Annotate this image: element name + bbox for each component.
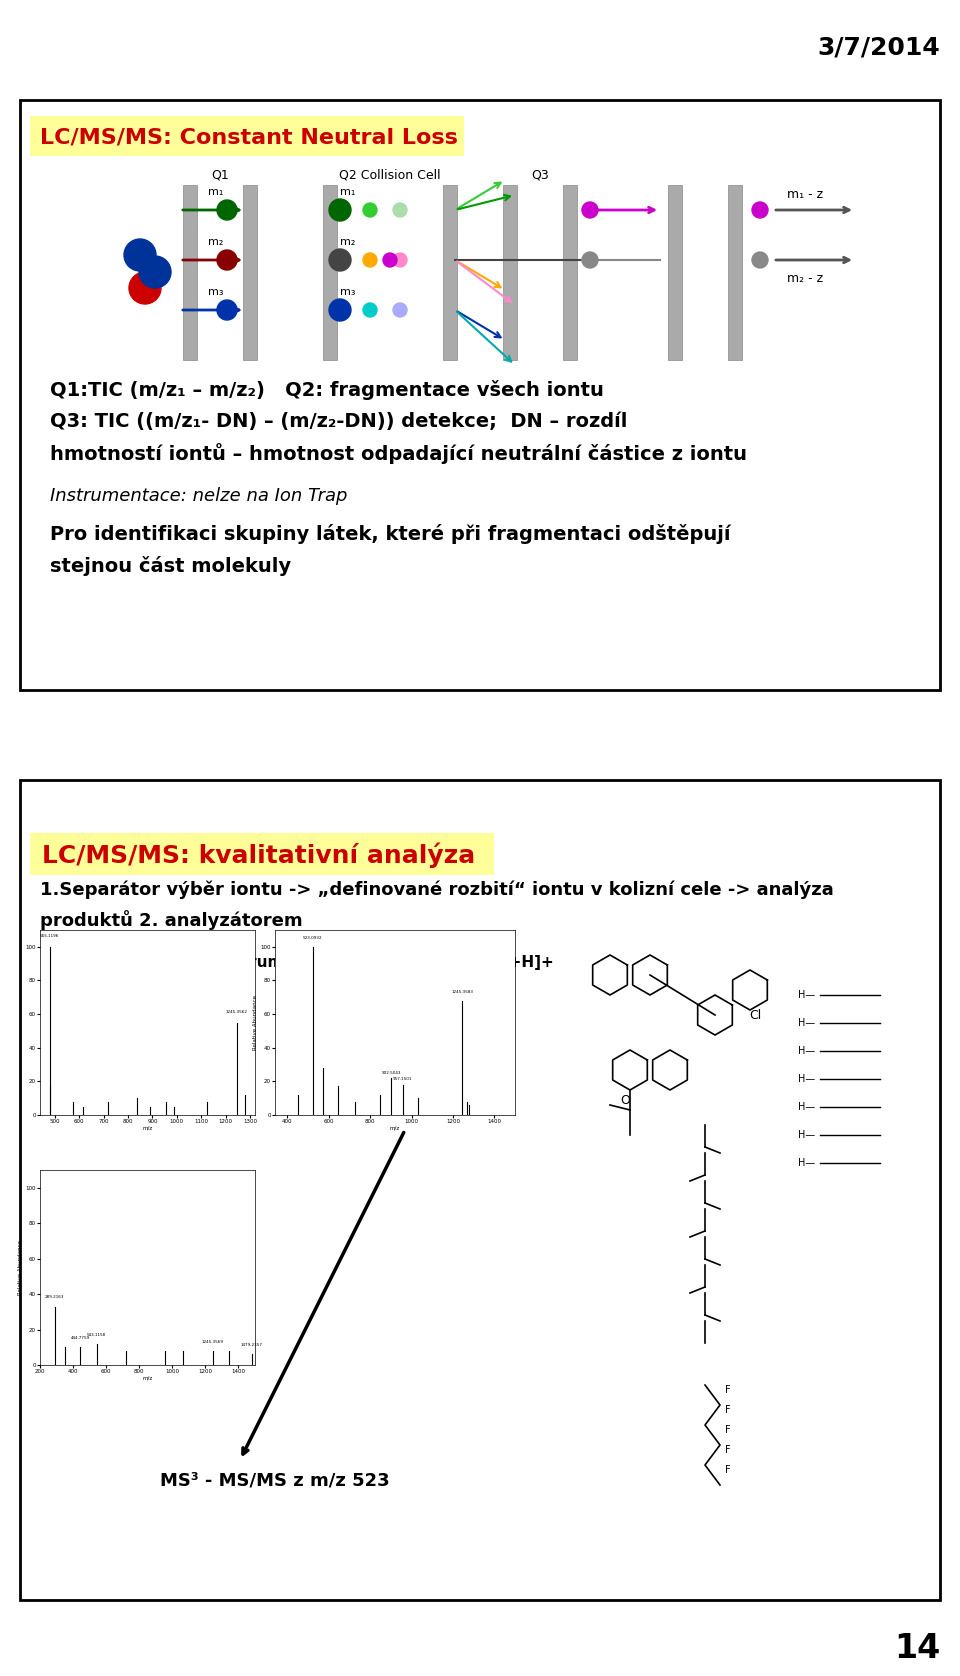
FancyBboxPatch shape xyxy=(20,779,940,1601)
Text: Q3: Q3 xyxy=(531,169,549,181)
FancyBboxPatch shape xyxy=(323,184,337,360)
Circle shape xyxy=(752,203,768,218)
Y-axis label: Relative Abundance: Relative Abundance xyxy=(17,1240,22,1296)
Text: Cl: Cl xyxy=(749,1009,761,1021)
Text: 444.7759: 444.7759 xyxy=(71,1336,90,1341)
FancyBboxPatch shape xyxy=(30,833,494,875)
Text: Q2 Collision Cell: Q2 Collision Cell xyxy=(339,169,441,181)
Circle shape xyxy=(329,199,351,221)
Y-axis label: Relative Abundance: Relative Abundance xyxy=(252,996,257,1049)
Circle shape xyxy=(363,303,377,317)
Text: Q1:TIC (m/z₁ – m/z₂)   Q2: fragmentace všech iontu: Q1:TIC (m/z₁ – m/z₂) Q2: fragmentace vše… xyxy=(50,380,604,401)
FancyBboxPatch shape xyxy=(243,184,257,360)
Text: SV2141_2#19 RT: 2.70 AV: 1 NL: 1.75E8: SV2141_2#19 RT: 2.70 AV: 1 NL: 1.75E8 xyxy=(40,935,150,940)
X-axis label: m/z: m/z xyxy=(142,1126,153,1131)
Text: produktů 2. analyzátorem: produktů 2. analyzátorem xyxy=(40,910,302,930)
Text: F: F xyxy=(725,1404,731,1415)
Text: APCI ms MS spektrum: APCI ms MS spektrum xyxy=(95,955,283,969)
Circle shape xyxy=(217,250,237,270)
Text: m₁ - z: m₁ - z xyxy=(787,188,823,201)
Text: 1479.2357: 1479.2357 xyxy=(241,1342,263,1348)
Circle shape xyxy=(129,272,161,303)
Text: 957.1501: 957.1501 xyxy=(393,1078,413,1081)
Circle shape xyxy=(363,203,377,216)
Circle shape xyxy=(124,240,156,272)
Text: H—: H— xyxy=(798,1158,815,1168)
Text: F: F xyxy=(725,1445,731,1455)
FancyBboxPatch shape xyxy=(668,184,682,360)
Text: [M+H]+: [M+H]+ xyxy=(70,1011,150,1029)
Text: m₂ - z: m₂ - z xyxy=(787,272,823,285)
Text: F: F xyxy=(725,1384,731,1394)
Text: SV2141_2#447 RT: 8.42 AV: 1 NL: 4.41E4: SV2141_2#447 RT: 8.42 AV: 1 NL: 4.41E4 xyxy=(40,1175,154,1182)
Text: m₃: m₃ xyxy=(208,287,224,297)
Text: F: F xyxy=(725,1465,731,1475)
Circle shape xyxy=(383,253,397,266)
Circle shape xyxy=(393,203,407,216)
Text: m₂: m₂ xyxy=(208,236,224,246)
Text: 523.0932: 523.0932 xyxy=(303,937,323,940)
Text: F: FTMS + p APCI corona Full ms2 1245.36@cid25.00 [340.00-1500.00]: F: FTMS + p APCI corona Full ms2 1245.36… xyxy=(275,944,463,949)
Text: Instrumentace: nelze na Ion Trap: Instrumentace: nelze na Ion Trap xyxy=(50,486,348,504)
Text: H—: H— xyxy=(798,1130,815,1140)
Text: 1245.3562: 1245.3562 xyxy=(226,1011,248,1014)
Circle shape xyxy=(329,250,351,272)
Text: Q3: TIC ((m/z₁- DN) – (m/z₂-DN)) detekce;  DN – rozdíl: Q3: TIC ((m/z₁- DN) – (m/z₂-DN)) detekce… xyxy=(50,412,628,431)
Text: H—: H— xyxy=(798,1074,815,1084)
X-axis label: m/z: m/z xyxy=(142,1376,153,1381)
X-axis label: m/z: m/z xyxy=(390,1126,400,1131)
Text: Q1: Q1 xyxy=(211,169,228,181)
Text: H—: H— xyxy=(798,1046,815,1056)
Text: 1.Separátor výběr iontu -> „definované rozbití“ iontu v kolizní cele -> analýza: 1.Separátor výběr iontu -> „definované r… xyxy=(40,882,833,900)
Text: stejnou část molekuly: stejnou část molekuly xyxy=(50,556,291,577)
Text: m₁: m₁ xyxy=(340,188,355,198)
FancyBboxPatch shape xyxy=(20,101,940,691)
Circle shape xyxy=(393,303,407,317)
Text: 1245.3583: 1245.3583 xyxy=(451,991,473,994)
Text: H—: H— xyxy=(798,991,815,1001)
Text: SV2141_2#18 RT: 2.77 AV: 1 NL: 5.66E3: SV2141_2#18 RT: 2.77 AV: 1 NL: 5.66E3 xyxy=(275,935,385,940)
Text: LC/MS/MS: Constant Neutral Loss: LC/MS/MS: Constant Neutral Loss xyxy=(40,127,458,147)
Text: MS² -MS/MS z [M+H]+: MS² -MS/MS z [M+H]+ xyxy=(365,955,554,969)
Circle shape xyxy=(582,251,598,268)
Text: hmotností iontů – hmotnost odpadající neutrální částice z iontu: hmotností iontů – hmotnost odpadající ne… xyxy=(50,444,747,464)
Text: m₂: m₂ xyxy=(340,236,355,246)
Text: 555.1196: 555.1196 xyxy=(40,935,60,939)
Circle shape xyxy=(217,300,237,320)
Text: m₁: m₁ xyxy=(208,188,224,198)
Text: 543.1158: 543.1158 xyxy=(87,1332,107,1337)
Circle shape xyxy=(393,253,407,266)
FancyBboxPatch shape xyxy=(183,184,197,360)
Text: MS³ - MS/MS z m/z 523: MS³ - MS/MS z m/z 523 xyxy=(160,1472,390,1488)
Circle shape xyxy=(582,203,598,218)
Text: F: F xyxy=(725,1425,731,1435)
Text: 523.2609: 523.2609 xyxy=(40,1190,73,1197)
Circle shape xyxy=(752,251,768,268)
Text: 14: 14 xyxy=(894,1631,940,1664)
Text: F: FTMS + p APCI corona Full ms3 1245.36@cid25.00 523.09@cid3.00 [140.00-1500.00: F: FTMS + p APCI corona Full ms3 1245.36… xyxy=(40,1183,255,1188)
Text: 902.5043: 902.5043 xyxy=(382,1071,401,1074)
Circle shape xyxy=(139,256,171,288)
Text: m₃: m₃ xyxy=(340,287,355,297)
Text: 289.2163: 289.2163 xyxy=(45,1296,64,1299)
Text: Pro identifikaci skupiny látek, které při fragmentaci odštěpují: Pro identifikaci skupiny látek, které př… xyxy=(50,525,731,545)
Circle shape xyxy=(217,199,237,220)
Text: F: FTMS + p APCI corona Full ms [920.00-1500.00]: F: FTMS + p APCI corona Full ms [920.00-… xyxy=(40,944,179,949)
Circle shape xyxy=(363,253,377,266)
Circle shape xyxy=(329,298,351,322)
FancyBboxPatch shape xyxy=(503,184,517,360)
Text: 3/7/2014: 3/7/2014 xyxy=(817,35,940,60)
Text: O: O xyxy=(620,1093,630,1106)
FancyBboxPatch shape xyxy=(563,184,577,360)
FancyBboxPatch shape xyxy=(728,184,742,360)
Text: H—: H— xyxy=(798,1103,815,1111)
FancyBboxPatch shape xyxy=(30,116,464,156)
Text: H—: H— xyxy=(798,1017,815,1027)
Text: 1245.3569: 1245.3569 xyxy=(202,1339,224,1344)
FancyBboxPatch shape xyxy=(443,184,457,360)
Text: LC/MS/MS: kvalitativní analýza: LC/MS/MS: kvalitativní analýza xyxy=(42,843,475,868)
